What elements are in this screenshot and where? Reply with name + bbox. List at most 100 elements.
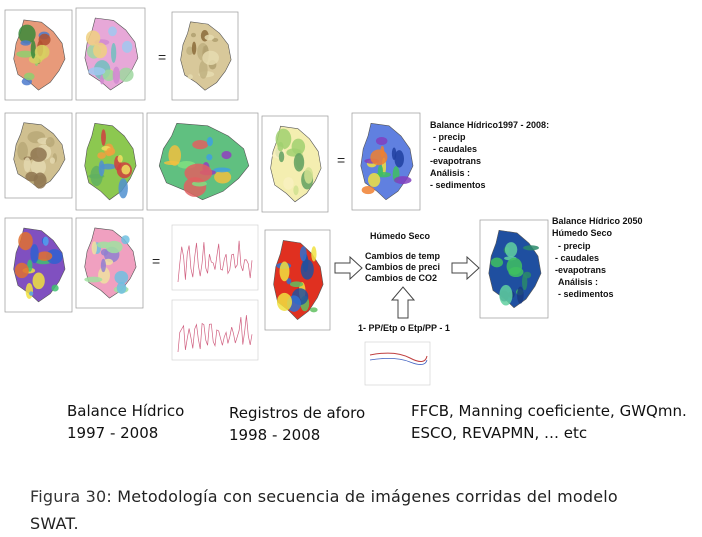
map-zone: [394, 150, 404, 168]
map-zone: [116, 282, 127, 294]
map-zone: [506, 257, 523, 275]
map-zone: [304, 167, 314, 184]
map-zone: [93, 42, 108, 59]
panel-item: -evapotrans: [555, 265, 606, 275]
map-zone: [168, 145, 182, 166]
map-zone: [97, 152, 106, 159]
label-line: FFCB, Manning coeficiente, GWQmn.: [411, 402, 687, 420]
map-zone: [361, 185, 375, 195]
map-zone: [206, 136, 213, 147]
label-line: Registros de aforo: [229, 404, 366, 422]
map-zone: [14, 262, 29, 279]
map-zone: [45, 137, 55, 148]
panel-item: - precip: [433, 132, 466, 142]
scenario-subtitle: Húmedo Seco: [370, 231, 431, 241]
map-zone: [30, 244, 39, 264]
map-zone: [20, 40, 31, 46]
map-zone: [293, 153, 305, 172]
map-zone: [17, 141, 28, 161]
arrow-up: [390, 286, 416, 319]
map-zone: [101, 129, 106, 146]
map-zone: [106, 147, 116, 156]
chart-line: [369, 358, 428, 365]
map-zone: [187, 74, 193, 80]
map-zone: [279, 261, 290, 282]
equals-sign: =: [158, 49, 166, 65]
map-zone: [192, 140, 209, 150]
map-zone: [523, 245, 539, 251]
panel-title: Balance Hídrico 2050: [552, 216, 643, 226]
map-zone: [221, 150, 232, 160]
map-zone: [118, 178, 128, 199]
map-zone: [276, 292, 293, 311]
label-line: 1998 - 2008: [229, 426, 321, 444]
panel-item: Análisis :: [430, 168, 470, 178]
map-zone: [103, 258, 114, 266]
chart-line: [177, 240, 253, 283]
panel-title: Balance Hídrico1997 - 2008:: [430, 120, 549, 130]
map-zone: [112, 66, 121, 84]
map-zone: [32, 272, 45, 290]
map-zone: [190, 32, 197, 38]
map-zone: [49, 157, 56, 164]
map-zone: [375, 136, 388, 146]
map-zone: [367, 172, 381, 187]
map-zone: [30, 40, 36, 59]
map-zone: [23, 157, 31, 173]
chart-frame: [171, 224, 259, 291]
map-zone: [117, 154, 123, 163]
map-zone: [184, 163, 213, 183]
map-zone: [110, 43, 117, 63]
map-zone: [118, 67, 134, 82]
map-zone: [394, 176, 412, 185]
map-zone: [100, 249, 109, 256]
map-zone: [289, 281, 304, 288]
map-zone: [278, 151, 285, 163]
map-zone: [191, 41, 197, 55]
map-zone: [214, 170, 232, 184]
map-zone: [25, 171, 38, 182]
map-zone: [490, 257, 504, 268]
map-zone: [102, 69, 116, 82]
map-zone: [283, 177, 294, 190]
panel-item: -evapotrans: [430, 156, 481, 166]
figure: = = = Balance Hídrico1997 - 2008: - prec…: [4, 7, 643, 386]
label-line: 1997 - 2008: [67, 424, 159, 442]
map-zone: [299, 246, 307, 262]
arrow-right: [451, 255, 480, 281]
map-zone: [499, 284, 513, 306]
map-zone: [377, 165, 384, 177]
caption-label: Figura 30: [30, 487, 107, 506]
map-zone: [522, 271, 532, 279]
map-zone: [42, 236, 49, 246]
chart-frame: [364, 341, 431, 386]
panel-item: Análisis :: [558, 277, 598, 287]
map-zone: [370, 149, 388, 166]
map-zone: [198, 60, 208, 79]
scenario-item: Cambios de temp: [365, 251, 441, 261]
map-zone: [46, 249, 63, 265]
panel-item: - sedimentos: [430, 180, 486, 190]
map-zone: [51, 284, 59, 292]
map-zone: [310, 307, 318, 313]
label-line: Balance Hídrico: [67, 402, 185, 420]
chart-line: [177, 315, 253, 353]
caption: Figura 30: Metodología con secuencia de …: [30, 483, 670, 537]
map-zone: [91, 241, 97, 255]
label-block: Registros de aforo 1998 - 2008: [229, 402, 365, 446]
map-zone: [517, 286, 524, 304]
map-zone: [25, 283, 34, 299]
map-zone: [202, 50, 219, 65]
map-zone: [88, 67, 106, 76]
map-zone: [277, 141, 284, 152]
label-line: ESCO, REVAPMN, … etc: [411, 424, 588, 442]
equals-sign: =: [152, 253, 160, 269]
map-zone: [18, 24, 36, 44]
map-zone: [34, 44, 50, 60]
map-zone: [191, 180, 207, 187]
map-zone: [30, 147, 47, 162]
map-zone: [37, 251, 53, 261]
panel-item: - precip: [558, 241, 591, 251]
map-zone: [100, 258, 106, 273]
map-zone: [211, 37, 219, 42]
